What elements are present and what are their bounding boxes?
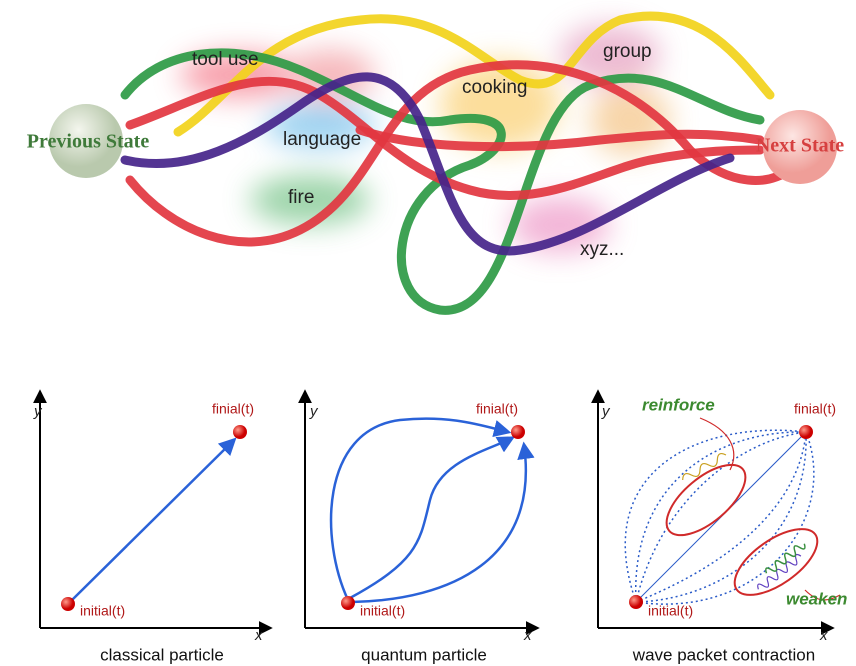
end-label: finial(t) — [476, 401, 518, 417]
start-label: Previous State — [27, 131, 150, 153]
panel-wave: y x initial(t) finial(t) reinforce weake… — [591, 389, 847, 664]
x-axis-label: x — [254, 627, 263, 644]
end-label: finial(t) — [794, 401, 836, 417]
panel-quantum: y x initial(t) finial(t) quantum particl… — [298, 389, 540, 664]
x-axis-label: x — [819, 627, 828, 644]
y-axis-label: y — [601, 403, 611, 420]
y-axis-label: y — [309, 403, 319, 420]
x-axis-label: x — [523, 627, 532, 644]
start-label: initial(t) — [80, 603, 125, 619]
caption: classical particle — [100, 645, 224, 664]
caption: quantum particle — [361, 645, 487, 664]
annotation: reinforce — [642, 395, 715, 414]
end-label: finial(t) — [212, 401, 254, 417]
factor-label: xyz... — [580, 239, 624, 260]
end-node — [763, 110, 837, 184]
factor-label: fire — [288, 187, 314, 208]
factor-label: cooking — [462, 77, 528, 98]
factor-label: language — [283, 129, 361, 150]
ropes — [120, 11, 795, 315]
annotation: weaken — [786, 589, 847, 608]
caption: wave packet contraction — [632, 645, 815, 664]
start-label: initial(t) — [648, 603, 693, 619]
start-node — [49, 104, 123, 178]
start-label: initial(t) — [360, 603, 405, 619]
panel-classical: y x initial(t) finial(t) classical parti… — [33, 389, 273, 664]
y-axis-label: y — [33, 403, 43, 420]
factor-label: tool use — [192, 49, 259, 70]
factor-label: group — [603, 41, 652, 62]
end-label: Next State — [756, 135, 844, 157]
